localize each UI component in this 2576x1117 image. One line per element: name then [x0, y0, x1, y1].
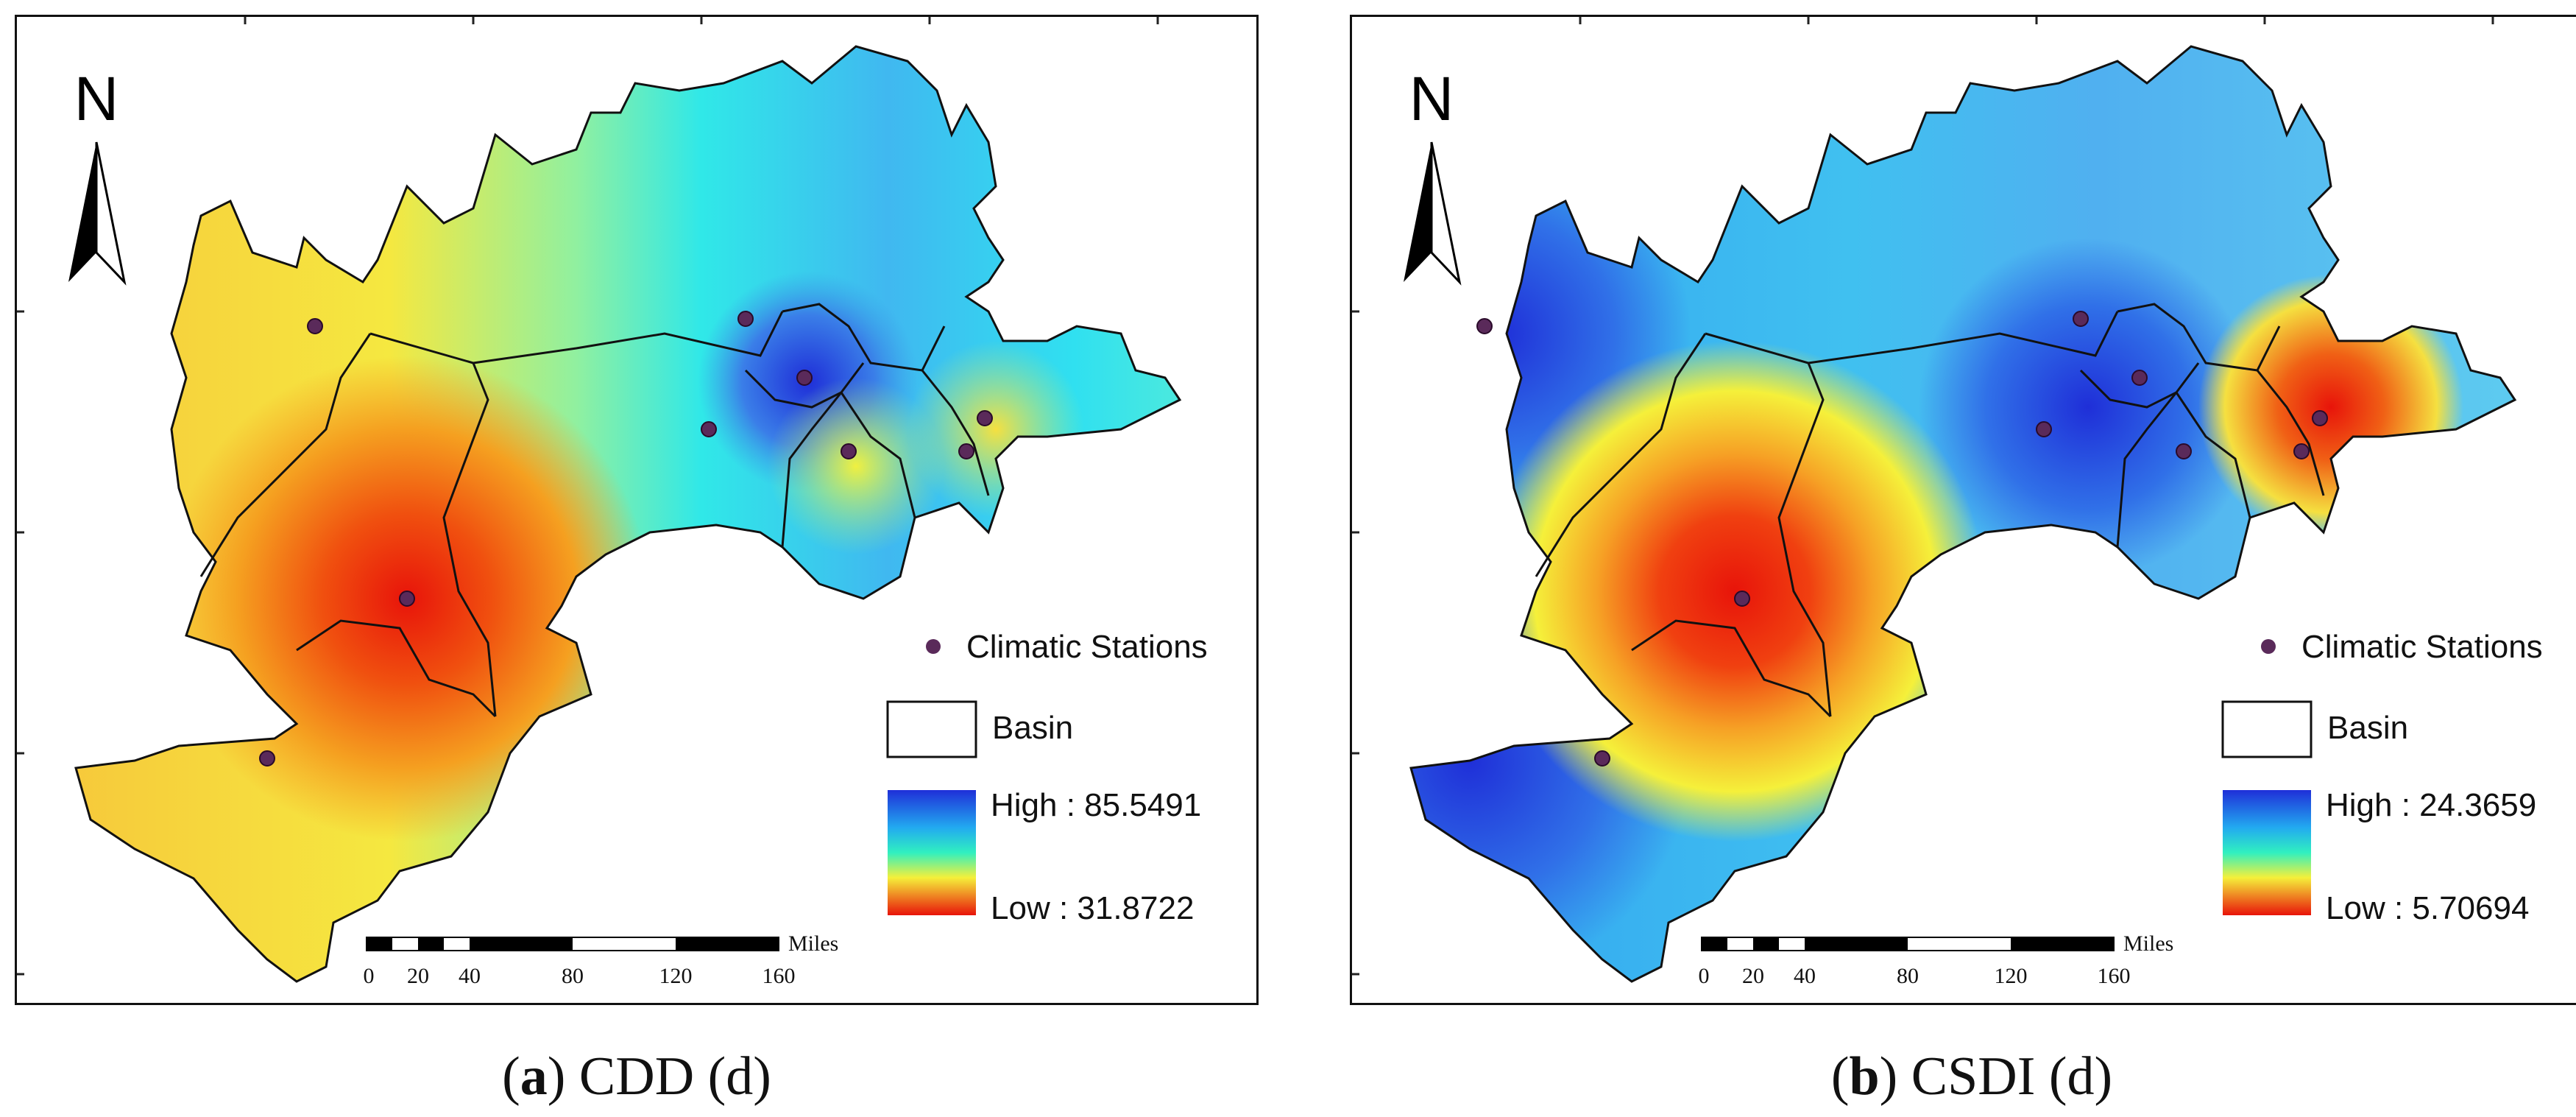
station-marker	[2036, 421, 2052, 437]
legend-stations-label: Climatic Stations	[2301, 629, 2543, 665]
station-legend-icon	[926, 639, 941, 654]
map-canvas: N Climatic Stations Basin High : 85.5491	[17, 17, 1208, 988]
map-legend: Climatic Stations Basin High : 24.3659 L…	[2221, 629, 2543, 926]
scale-tick-label: 160	[2098, 964, 2131, 988]
scale-tick-label: 120	[1995, 964, 2028, 988]
north-arrow-icon: N	[1404, 64, 1462, 286]
climatic-stations	[1476, 311, 2328, 767]
figure-caption-b: (b) CSDI (d)	[1830, 1046, 2113, 1107]
station-marker	[977, 410, 993, 426]
scale-tick-label: 80	[1897, 964, 1919, 988]
scale-tick-label: 40	[459, 964, 481, 988]
station-marker	[958, 443, 974, 459]
scale-tick-label: 20	[1742, 964, 1764, 988]
map-legend: Climatic Stations Basin High : 85.5491 L…	[886, 629, 1208, 926]
basin-boundaries	[74, 45, 1182, 983]
station-marker	[399, 591, 415, 607]
scale-bar: Miles 0 20 40 80 120 160	[364, 931, 839, 988]
station-marker	[1734, 591, 1750, 607]
north-label: N	[74, 64, 119, 133]
station-marker	[737, 311, 754, 327]
caption-letter: a	[520, 1046, 548, 1107]
caption-letter: b	[1849, 1046, 1880, 1107]
map-canvas: N Climatic Stations Basin High : 24.3659…	[1352, 17, 2543, 988]
caption-text: CSDI (d)	[1911, 1046, 2113, 1107]
color-ramp	[888, 790, 976, 915]
frame-ticks	[1352, 17, 2494, 976]
north-label: N	[1409, 64, 1454, 133]
scale-tick-label: 120	[659, 964, 693, 988]
station-marker	[2176, 443, 2192, 459]
caption-text: CDD (d)	[578, 1046, 771, 1107]
basin-boundaries	[1409, 45, 2517, 983]
legend-low-label: Low : 31.8722	[991, 890, 1194, 926]
scale-bar: Miles 0 20 40 80 120 160	[1699, 931, 2174, 988]
station-marker	[1476, 318, 1493, 334]
station-marker	[2131, 370, 2148, 386]
legend-high-label: High : 24.3659	[2326, 787, 2536, 823]
north-arrow-icon: N	[68, 64, 127, 286]
station-marker	[2312, 410, 2328, 426]
scale-tick-label: 160	[762, 964, 796, 988]
scale-unit-label: Miles	[2123, 931, 2173, 956]
basin-legend-swatch	[2221, 700, 2313, 758]
station-marker	[259, 750, 275, 767]
station-marker	[307, 318, 323, 334]
station-marker	[701, 421, 717, 437]
scale-tick-label: 80	[562, 964, 584, 988]
station-legend-icon	[2261, 639, 2276, 654]
interpolated-surface	[1411, 46, 2515, 982]
legend-basin-label: Basin	[992, 710, 1073, 746]
station-marker	[2293, 443, 2310, 459]
legend-high-label: High : 85.5491	[991, 787, 1201, 823]
scale-tick-label: 0	[1699, 964, 1710, 988]
basin-legend-swatch	[886, 700, 977, 758]
map-panel-csdi: N Climatic Stations Basin High : 24.3659…	[1350, 15, 2576, 1005]
station-marker	[2073, 311, 2089, 327]
scale-tick-label: 40	[1794, 964, 1816, 988]
scale-tick-label: 0	[364, 964, 375, 988]
frame-ticks	[17, 17, 1159, 976]
scale-unit-label: Miles	[788, 931, 838, 956]
scale-tick-label: 20	[407, 964, 429, 988]
interpolated-surface	[76, 46, 1180, 982]
climatic-stations	[259, 311, 993, 767]
station-marker	[796, 370, 813, 386]
figure-caption-a: (a) CDD (d)	[502, 1046, 771, 1107]
color-ramp	[2223, 790, 2311, 915]
station-marker	[841, 443, 857, 459]
station-marker	[1594, 750, 1610, 767]
legend-low-label: Low : 5.70694	[2326, 890, 2529, 926]
legend-stations-label: Climatic Stations	[966, 629, 1208, 665]
map-panel-cdd: N Climatic Stations Basin High : 85.5491	[15, 15, 1259, 1005]
legend-basin-label: Basin	[2327, 710, 2408, 746]
